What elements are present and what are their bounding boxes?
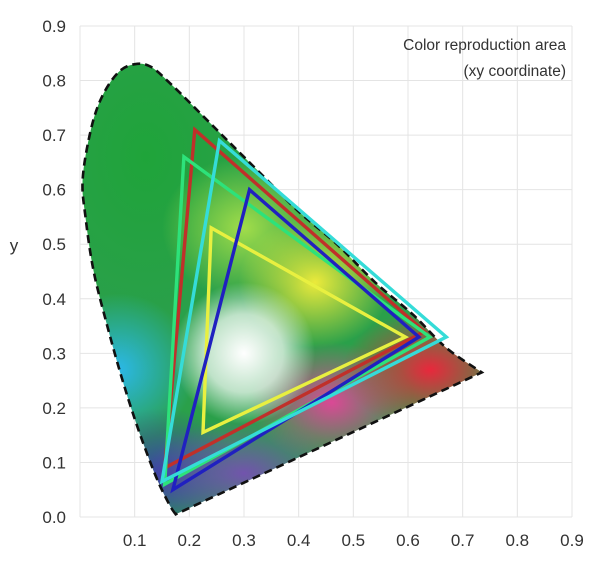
x-tick-label-0: 0.1 <box>123 531 147 550</box>
y-axis-label: y <box>10 236 19 255</box>
y-tick-label-8: 0.8 <box>42 72 66 91</box>
x-axis-ticks: 0.1 0.2 0.3 0.4 0.5 0.6 0.7 0.8 0.9 <box>123 531 584 550</box>
chart-title-line-2: (xy coordinate) <box>463 63 566 80</box>
x-tick-label-1: 0.2 <box>178 531 202 550</box>
gamut-triangle-4 <box>159 137 450 485</box>
x-tick-label-4: 0.5 <box>342 531 366 550</box>
y-tick-label-3: 0.3 <box>42 344 66 363</box>
chart-title-line-1: Color reproduction area <box>403 37 566 54</box>
y-tick-label-6: 0.6 <box>42 181 66 200</box>
y-tick-label-2: 0.2 <box>42 399 66 418</box>
x-tick-label-7: 0.8 <box>506 531 530 550</box>
x-tick-label-3: 0.4 <box>287 531 311 550</box>
y-tick-label-1: 0.1 <box>42 453 66 472</box>
x-tick-label-8: 0.9 <box>560 531 584 550</box>
y-tick-label-0: 0.0 <box>42 508 66 527</box>
y-tick-label-4: 0.4 <box>42 290 66 309</box>
gamut-triangle-0 <box>162 126 428 471</box>
y-tick-label-5: 0.5 <box>42 235 66 254</box>
gamut-triangle-2 <box>201 225 410 436</box>
y-tick-label-9: 0.9 <box>42 17 66 36</box>
y-axis-ticks: 0.0 0.1 0.2 0.3 0.4 0.5 0.6 0.7 0.8 0.9 <box>42 17 66 527</box>
x-tick-label-5: 0.6 <box>396 531 420 550</box>
x-tick-label-2: 0.3 <box>232 531 256 550</box>
y-tick-label-7: 0.7 <box>42 126 66 145</box>
gamut-triangles <box>159 126 450 494</box>
x-tick-label-6: 0.7 <box>451 531 475 550</box>
